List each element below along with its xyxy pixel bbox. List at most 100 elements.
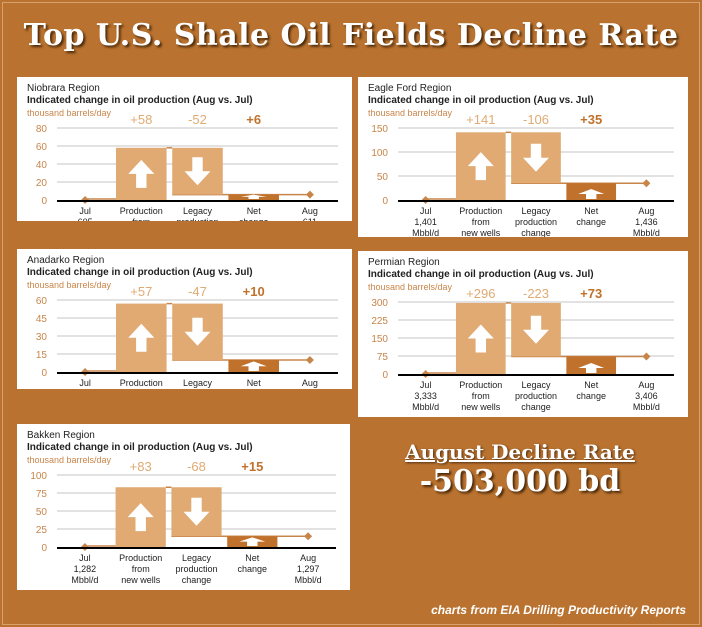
x-category-label: change (576, 217, 606, 227)
y-axis-label: thousand barrels/day (27, 280, 112, 290)
x-category-label: Jul (79, 206, 91, 216)
data-label: +141 (466, 112, 495, 127)
x-category-label: change (521, 228, 551, 237)
waterfall-chart: 015304560+57-47+10Jul549Mbbl/dProduction… (36, 284, 338, 388)
data-label: +296 (466, 286, 495, 301)
up-arrow-icon (578, 363, 605, 373)
waterfall-chart: 020406080+58-52+6Jul605Mbbl/dProductionf… (36, 112, 338, 221)
x-category-label: 611 (303, 217, 317, 221)
x-category-label: Production (120, 378, 163, 388)
chart-title: Indicated change in oil production (Aug … (27, 95, 253, 106)
y-tick-label: 30 (36, 332, 48, 343)
data-label: +15 (241, 459, 263, 474)
y-tick-label: 20 (36, 178, 48, 189)
region-name: Anadarko Region (27, 255, 105, 266)
chart-title: Indicated change in oil production (Aug … (27, 267, 253, 278)
x-category-label: Net (584, 206, 599, 216)
data-label: -68 (187, 459, 206, 474)
y-axis-label: thousand barrels/day (27, 455, 112, 465)
data-label: -52 (188, 112, 207, 127)
x-category-label: Mbbl/d (71, 575, 98, 585)
data-label: +73 (580, 286, 602, 301)
data-label: +58 (130, 112, 152, 127)
y-tick-label: 45 (36, 314, 48, 325)
x-category-label: Mbbl/d (295, 575, 322, 585)
up-arrow-icon (467, 152, 494, 181)
x-category-label: Jul (420, 206, 432, 216)
x-category-label: Production (119, 553, 162, 563)
x-category-label: 605 (78, 217, 93, 221)
y-tick-label: 0 (382, 370, 388, 381)
marker-aug (305, 190, 314, 199)
x-category-label: Production (459, 206, 502, 216)
x-category-label: Aug (302, 206, 318, 216)
region-name: Bakken Region (27, 430, 95, 441)
y-tick-label: 0 (41, 196, 47, 207)
chart-panel-bakken: Bakken Region Indicated change in oil pr… (17, 424, 350, 590)
x-category-label: from (132, 217, 150, 221)
x-category-label: Jul (79, 553, 91, 563)
y-tick-label: 150 (371, 124, 388, 135)
up-arrow-icon (240, 361, 267, 371)
y-tick-label: 50 (36, 507, 48, 518)
data-label: -106 (523, 112, 549, 127)
y-tick-label: 60 (36, 142, 48, 153)
data-label: -47 (188, 284, 207, 299)
x-category-label: Production (120, 206, 163, 216)
y-tick-label: 0 (382, 196, 388, 207)
x-category-label: Legacy (183, 378, 213, 388)
x-category-label: 1,401 (414, 217, 437, 227)
marker-aug (304, 532, 313, 541)
x-category-label: Legacy (521, 206, 551, 216)
x-category-label: Net (584, 380, 599, 390)
y-tick-label: 0 (41, 543, 47, 554)
x-category-label: Jul (420, 380, 432, 390)
page-title: Top U.S. Shale Oil Fields Decline Rate (23, 18, 679, 53)
x-category-label: change (521, 402, 551, 412)
decline-label: August Decline Rate (405, 440, 635, 464)
y-tick-label: 0 (41, 368, 47, 379)
y-tick-label: 80 (36, 124, 48, 135)
x-category-label: Mbbl/d (633, 402, 660, 412)
x-category-label: from (472, 217, 490, 227)
chart-title: Indicated change in oil production (Aug … (368, 269, 594, 280)
x-category-label: Net (245, 553, 260, 563)
up-arrow-icon (467, 324, 494, 353)
y-tick-label: 150 (371, 334, 388, 345)
data-label: +35 (580, 112, 602, 127)
x-category-label: change (182, 575, 212, 585)
marker-aug (642, 352, 651, 361)
decline-value: -503,000 bd (419, 464, 621, 499)
y-tick-label: 25 (36, 525, 48, 536)
decline-summary: August Decline Rate -503,000 bd (370, 440, 670, 499)
data-label: +10 (243, 284, 265, 299)
up-arrow-icon (240, 194, 267, 199)
x-category-label: 3,333 (414, 391, 437, 401)
down-arrow-icon (184, 317, 211, 346)
down-arrow-icon (523, 315, 549, 344)
y-tick-label: 15 (36, 350, 48, 361)
x-category-label: from (132, 564, 150, 574)
x-category-label: Legacy (183, 206, 213, 216)
chart-panel-permian: Permian Region Indicated change in oil p… (358, 251, 688, 417)
marker-aug (305, 356, 314, 364)
y-tick-label: 40 (36, 160, 48, 171)
chart-title: Indicated change in oil production (Aug … (27, 442, 253, 453)
x-category-label: Aug (302, 378, 318, 388)
chart-panel-anadarko: Anadarko Region Indicated change in oil … (17, 249, 352, 389)
x-category-label: Aug (300, 553, 316, 563)
chart-panel-eagle-ford: Eagle Ford Region Indicated change in oi… (358, 77, 688, 237)
x-category-label: production (176, 217, 218, 221)
x-category-label: Legacy (521, 380, 551, 390)
x-category-label: Aug (638, 380, 654, 390)
data-label: +6 (246, 112, 261, 127)
data-label: +83 (130, 459, 152, 474)
x-category-label: Mbbl/d (633, 228, 660, 237)
chart-title: Indicated change in oil production (Aug … (368, 95, 594, 106)
x-category-label: Jul (79, 378, 91, 388)
up-arrow-icon (239, 537, 266, 546)
chart-panel-niobrara: Niobrara Region Indicated change in oil … (17, 77, 352, 221)
x-category-label: change (576, 391, 606, 401)
